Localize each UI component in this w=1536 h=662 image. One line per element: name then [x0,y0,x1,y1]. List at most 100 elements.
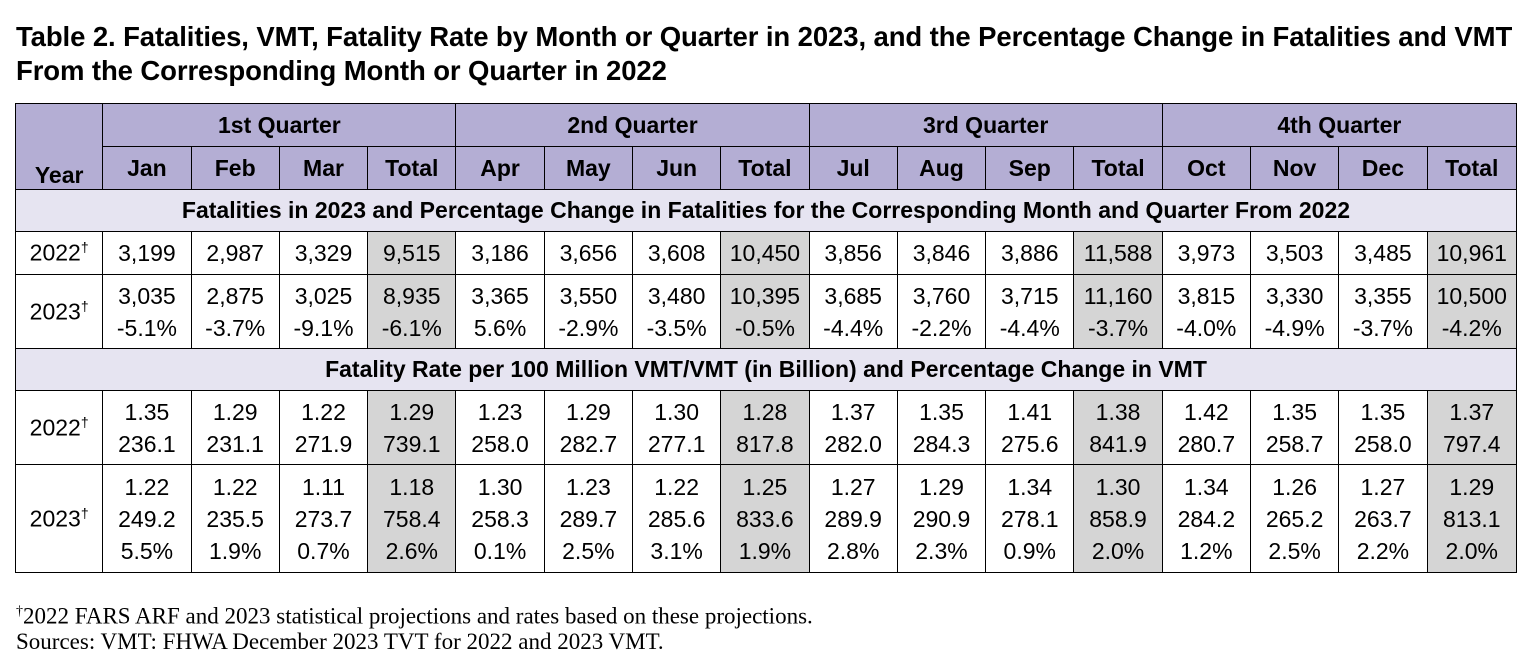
quarter-header: 2nd Quarter [455,103,810,147]
value-cell: 1.30 277.1 [631,390,722,465]
cell-value: 10,450 [729,240,801,266]
cell-value: 289.7 [559,505,618,532]
cell-value: 1.29 [919,473,964,500]
value-cell: 3,886 [985,231,1075,275]
value-cell: 3,550 -2.9% [543,274,634,349]
cell-value: 3,685 [824,282,882,309]
cell-value: 1.29 [389,398,435,425]
footnote-2: Sources: VMT: FHWA December 2023 TVT for… [16,629,664,654]
cell-value: 11,588 [1083,240,1153,266]
total-cell: 10,450 [720,231,810,275]
month-column-header: Aug [896,146,987,190]
cell-value: 1.30 [477,473,523,500]
cell-value: 1.9% [738,537,792,564]
cell-value: 1.27 [830,473,876,500]
table-title: Table 2. Fatalities, VMT, Fatality Rate … [16,21,1513,86]
cell-value: 1.38 [1095,398,1141,425]
cell-value: 290.9 [912,505,971,532]
total-cell: 1.29 739.1 [367,390,457,465]
year-label: 2023 [29,298,81,325]
month-column-header: Feb [190,146,280,190]
cell-value: 10,500 [1436,282,1507,309]
year-header: Year [14,103,104,190]
cell-value: 249.2 [118,505,176,532]
total-cell: 1.28 817.8 [720,390,810,465]
value-cell: 3,656 [543,231,634,275]
cell-value: 282.7 [559,430,618,457]
section-title: Fatalities in 2023 and Percentage Change… [15,189,1517,232]
table-row: 2023† 3,035 -5.1% 2,875 -3.7% 3,025 -9.1% 8,935… [14,274,1518,349]
value-cell: 1.35 236.1 [102,390,192,465]
value-cell: 1.22 285.6 3.1% [631,464,722,573]
quarter-header-row: Year 1st Quarter 2nd Quarter 3rd Quarter… [14,103,1518,190]
value-cell: 3,608 [631,231,722,275]
cell-value: 2.2% [1356,537,1410,564]
total-cell: 8,935 -6.1% [367,274,457,349]
cell-value: 3,025 [294,282,353,309]
cell-value: 841.9 [1089,430,1147,457]
cell-value: -3.7% [205,314,266,341]
cell-value: -5.1% [116,314,177,341]
total-cell: 1.30 858.9 2.0% [1073,464,1163,573]
cell-value: 1.30 [1095,473,1141,500]
value-cell: 1.37 282.0 [808,390,898,465]
total-cell: 1.37 797.4 [1426,390,1518,465]
cell-value: 5.5% [120,537,174,564]
cell-value: 2.0% [1091,537,1145,564]
year-label: 2022 [29,414,81,441]
value-cell: 1.29 290.9 2.3% [896,464,987,573]
cell-value: -4.4% [999,314,1060,341]
value-cell: 1.27 289.9 2.8% [808,464,898,573]
cell-value: 1.34 [1183,473,1229,500]
cell-value: -4.0% [1176,314,1237,341]
value-cell: 1.34 284.2 1.2% [1161,464,1251,573]
cell-value: 3,550 [559,282,618,309]
value-cell: 1.41 275.6 [985,390,1075,465]
total-cell: 1.25 833.6 1.9% [720,464,810,573]
section-header-row: Fatalities in 2023 and Percentage Change… [15,189,1517,232]
value-cell: 3,973 [1161,231,1251,275]
cell-value: 282.0 [824,430,882,457]
footnote-1: †2022 FARS ARF and 2023 statistical proj… [16,598,813,631]
value-cell: 3,503 [1249,231,1340,275]
cell-value: 2.0% [1445,537,1498,564]
cell-value: -4.4% [823,314,884,341]
total-cell: 1.38 841.9 [1073,390,1163,465]
cell-value: 3,330 [1265,282,1324,309]
value-cell: 1.23 258.0 [455,390,545,465]
cell-value: 2.6% [385,537,438,564]
cell-value: 284.3 [912,430,971,457]
dagger-mark: † [80,297,89,314]
cell-value: -4.2% [1441,314,1502,341]
value-cell: 3,025 -9.1% [278,274,369,349]
month-column-header: May [543,146,634,190]
value-cell: 1.22 235.5 1.9% [190,464,280,573]
total-cell: 11,588 [1073,231,1163,275]
cell-value: 833.6 [736,505,794,532]
value-cell: 3,365 5.6% [455,274,545,349]
cell-value: 3,199 [118,240,176,266]
cell-value: 3,656 [559,240,618,266]
total-cell: 9,515 [367,231,457,275]
year-cell: 2023† [14,464,104,573]
cell-value: 277.1 [647,430,706,457]
cell-value: 3.1% [650,537,703,564]
cell-value: 1.2% [1180,537,1233,564]
value-cell: 1.11 273.7 0.7% [278,464,369,573]
cell-value: 3,608 [647,240,706,266]
cell-value: 1.29 [565,398,611,425]
cell-value: 1.11 [301,473,346,500]
total-cell: 10,961 [1426,231,1518,275]
total-column-header: Total [1073,146,1163,190]
cell-value: 1.22 [301,398,346,425]
data-table: Year 1st Quarter 2nd Quarter 3rd Quarter… [14,103,1518,573]
cell-value: -0.5% [734,314,795,341]
year-cell: 2022† [14,231,104,275]
cell-value: 1.27 [1360,473,1406,500]
value-cell: 1.35 284.3 [896,390,987,465]
cell-value: 1.22 [654,473,700,500]
cell-value: 1.34 [1007,473,1053,500]
cell-value: -2.9% [558,314,619,341]
cell-value: 1.35 [124,398,170,425]
value-cell: 1.22 271.9 [278,390,369,465]
